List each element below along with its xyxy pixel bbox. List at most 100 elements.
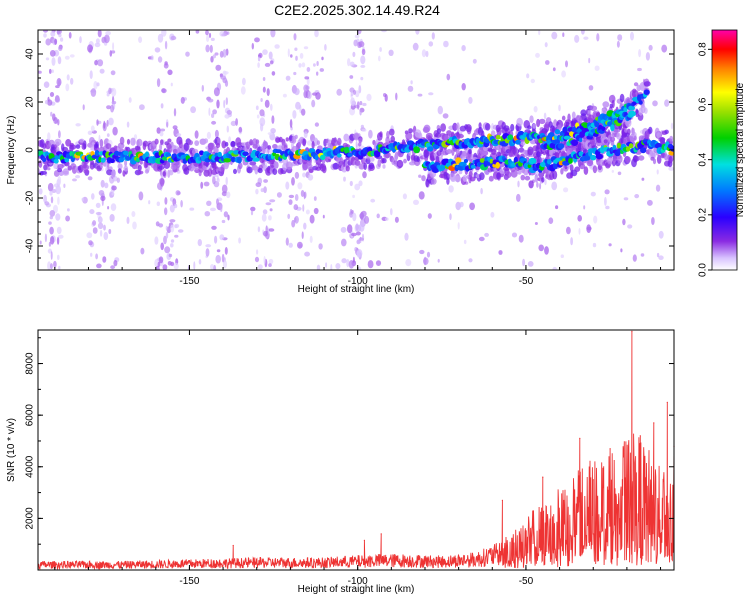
spectrogram-noise-blob [160,103,164,109]
spectrogram-noise-blob [140,247,145,255]
spectrogram-noise-blob [169,219,176,223]
spectrogram-halo-blob [203,161,210,166]
snr-y-tick-label: 2000 [25,507,36,530]
spectrogram-halo-blob [445,173,451,181]
spectrogram-noise-blob [60,37,64,42]
spectrogram-halo-blob [75,144,81,149]
snr-x-label: Height of straight line (km) [298,584,415,595]
spectrogram-noise-blob [92,220,97,226]
spectrogram-halo-blob [569,164,574,172]
spectrogram-noise-blob [56,78,62,87]
spectrogram-noise-blob [222,260,227,269]
spectrogram-noise-blob [90,89,96,93]
spectrogram-halo-blob [337,137,342,146]
spectrogram-noise-blob [221,253,225,263]
spectrogram-halo-blob [619,93,625,103]
spectrogram-noise-blob [288,199,293,205]
spectrogram-noise-blob [316,61,319,66]
spectrogram-noise-blob [290,54,293,58]
colorbar-label: Normalized spectral amplitude [735,82,746,217]
spectrogram-halo-blob [358,142,362,147]
spectrogram-noise-blob [49,226,54,235]
spectrogram-noise-blob [355,90,360,98]
spectrogram-noise-blob [355,223,359,231]
spectrogram-halo-blob [254,165,259,175]
spectrogram-noise-blob [594,65,600,71]
spectrogram-noise-blob [159,131,164,137]
spectrogram-noise-blob [651,217,655,225]
spectrogram-noise-blob [574,34,580,43]
spectrogram-noise-blob [38,70,42,74]
spectrogram-halo-blob [638,155,645,161]
spectrogram-halo-blob [142,140,149,147]
spectrogram-halo-blob [230,140,236,148]
spectrogram-noise-blob [570,237,573,246]
snr-peak-point [639,435,641,437]
spectrogram-noise-blob [361,128,367,132]
spectrogram-panel: -150 -100 -50 -40 -20 0 20 40 Height of straigh… [6,29,675,295]
spectrogram-noise-blob [104,182,109,189]
spectrogram-noise-blob [65,83,70,92]
spectrogram-noise-blob [87,176,93,181]
spectrogram-noise-blob [47,99,53,106]
spectrogram-halo-blob [79,138,85,143]
spectrogram-halo-blob [170,164,177,170]
spectrogram-halo-blob [175,159,181,169]
spectrogram-halo-blob [377,132,383,141]
spectrogram-noise-blob [285,181,290,190]
snr-y-label: SNR (10 * v/v) [6,418,17,482]
spectrogram-noise-blob [351,210,354,214]
spectrogram-noise-blob [270,103,273,111]
spectrogram-halo-blob [57,164,64,169]
spectrogram-halo-blob [124,159,128,167]
spectrogram-noise-blob [395,92,398,101]
spectrogram-noise-blob [180,200,183,208]
spectrogram-trace-blob [495,134,501,140]
spectrogram-trace-blob [41,157,47,163]
spectrogram-halo-blob [465,124,472,133]
spectrogram-noise-blob [216,99,220,109]
spectrogram-noise-blob [297,182,303,190]
spectrogram-noise-blob [222,49,227,58]
spectrogram-noise-blob [64,55,70,60]
spectrogram-noise-blob [99,229,103,237]
spectrogram-trace-blob [144,151,150,157]
spectrogram-noise-blob [359,101,363,106]
spectrogram-halo-blob [255,139,260,145]
spectrogram-noise-blob [592,242,597,248]
spectrogram-noise-blob [274,44,280,49]
spectrogram-halo-blob [610,140,615,146]
snr-frame [37,329,675,571]
spectrogram-noise-blob [407,85,414,92]
spectrogram-noise-blob [255,182,262,188]
spectrogram-noise-blob [185,51,190,57]
spectrogram-noise-blob [318,243,323,250]
spectrogram-noise-blob [449,213,452,221]
spectrogram-halo-blob [664,153,668,161]
spectrogram-noise-blob [617,171,622,176]
spectrogram-noise-blob [352,212,357,222]
spectrogram-noise-blob [350,97,355,106]
spectrogram-noise-blob [347,58,351,67]
spectrogram-trace-blob [568,157,573,164]
spectrogram-halo-blob [632,88,637,94]
spectrogram-noise-blob [195,30,200,34]
spectrogram-halo-blob [617,154,623,164]
spectrogram-noise-blob [209,44,213,53]
spectrogram-halo-blob [659,137,666,146]
spectrogram-noise-blob [96,82,100,87]
spectrogram-noise-blob [516,193,521,202]
spectrogram-noise-blob [362,171,367,179]
spectrogram-noise-blob [463,239,467,245]
spectrogram-trace-blob [455,157,462,165]
spectrogram-halo-blob [516,117,523,127]
spectrogram-noise-blob [353,39,358,47]
spectrogram-noise-blob [298,63,302,68]
spectrogram-halo-blob [90,160,95,165]
spectrogram-noise-blob [194,130,199,139]
spectrogram-noise-blob [604,189,610,195]
spectrogram-halo-blob [652,158,657,165]
spectrogram-trace-blob [628,110,636,117]
spectrogram-halo-blob [353,132,360,140]
spectrogram-halo-blob [596,138,602,144]
